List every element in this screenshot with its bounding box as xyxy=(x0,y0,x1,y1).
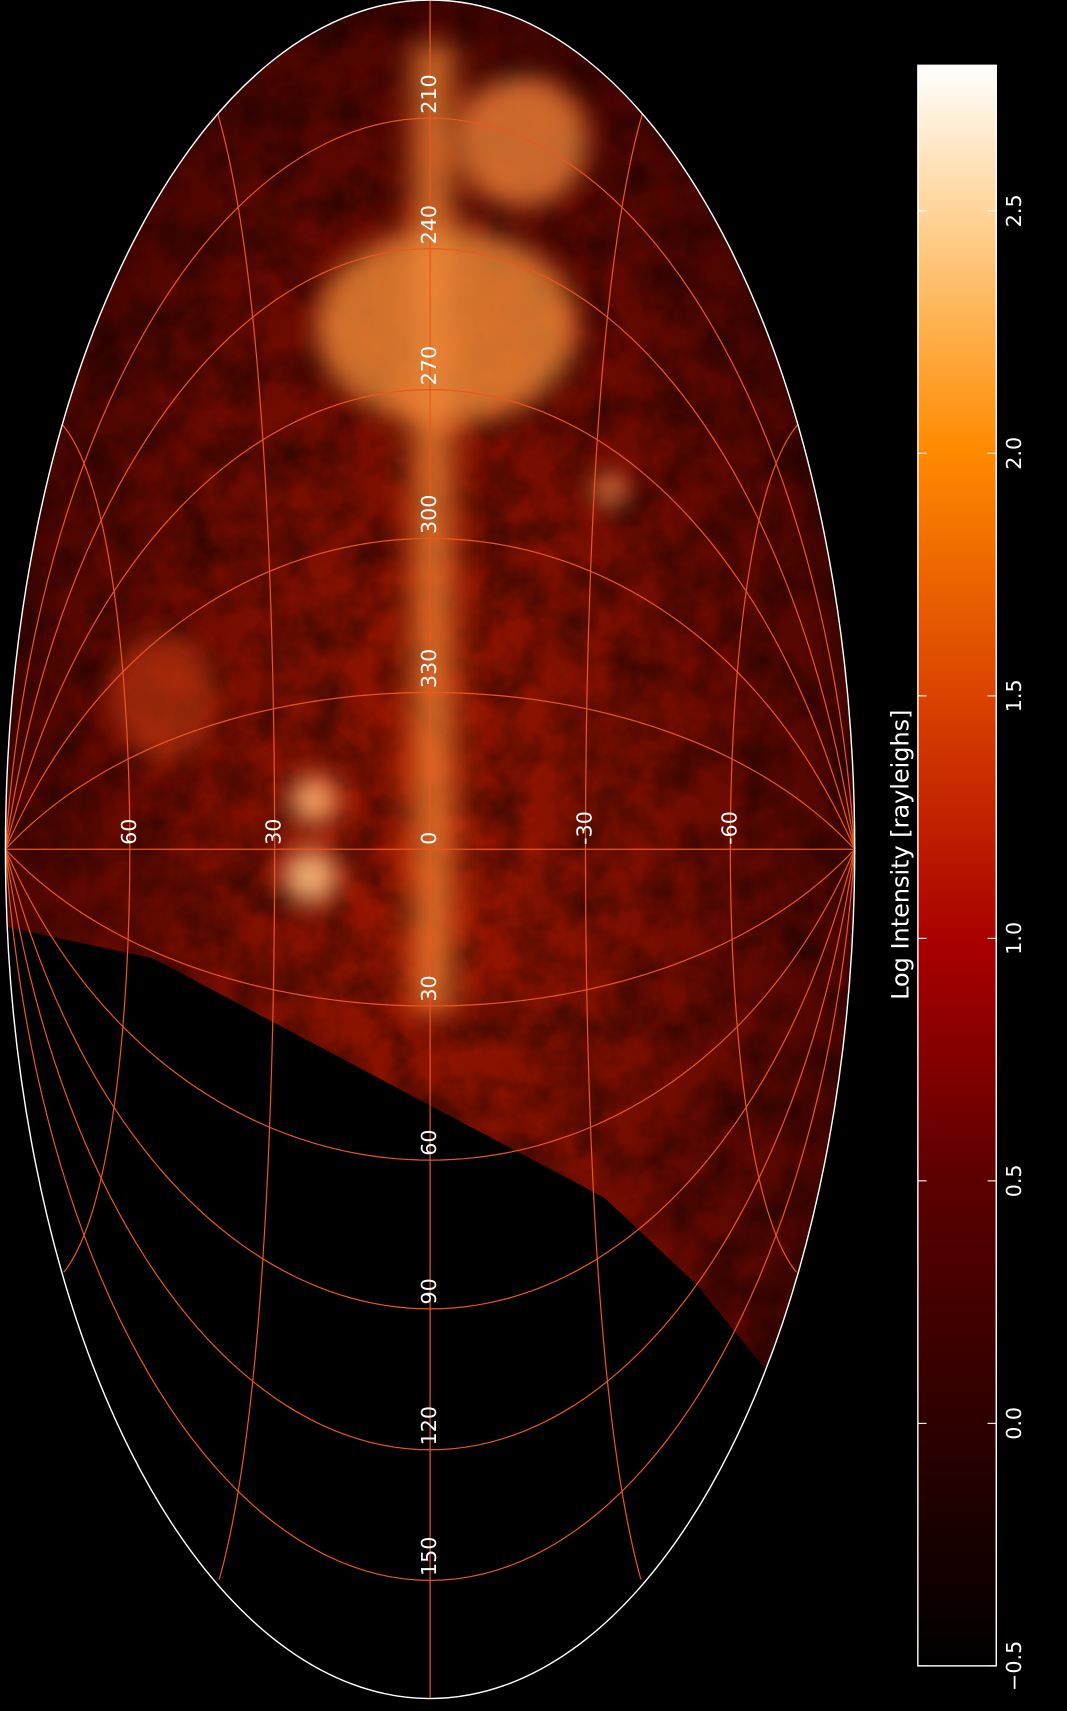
latitude-label: 60 xyxy=(117,819,141,845)
colorbar-tick-label: 1.5 xyxy=(1002,679,1026,712)
longitude-label: 60 xyxy=(417,1129,441,1155)
colorbar-tick-label: 2.5 xyxy=(1002,194,1026,227)
canvas: 210 240 270 300 330 0 30 60 90 120 150 60 30 -30 -60 −… xyxy=(0,0,1026,1707)
colorbar-tick-label: 2.0 xyxy=(1002,437,1026,470)
longitude-label: 120 xyxy=(417,1406,441,1445)
colorbar xyxy=(918,65,996,1666)
colorbar-tick-label: −0.5 xyxy=(1002,1641,1026,1691)
figure: 210 240 270 300 330 0 30 60 90 120 150 60 30 -30 -60 −… xyxy=(0,0,1067,1707)
colorbar-tick-label: 0.0 xyxy=(1002,1407,1026,1440)
colorbar-tick-label: 0.5 xyxy=(1002,1164,1026,1197)
latitude-label: -30 xyxy=(573,811,597,845)
longitude-label: 210 xyxy=(417,74,441,113)
longitude-label: 270 xyxy=(417,346,441,385)
colorbar-label: Log Intensity [rayleighs] xyxy=(887,710,915,1000)
longitude-label: 330 xyxy=(417,649,441,688)
longitude-label: 90 xyxy=(417,1278,441,1304)
longitude-label: 0 xyxy=(417,832,441,845)
longitude-label: 240 xyxy=(417,205,441,244)
latitude-label: -60 xyxy=(717,811,741,845)
page: {"map": {"longitude_labels": [210, 240, … xyxy=(0,0,1067,1707)
colorbar-tick-label: 1.0 xyxy=(1002,922,1026,955)
latitude-label: 30 xyxy=(262,819,286,845)
longitude-label: 150 xyxy=(417,1537,441,1576)
longitude-label: 300 xyxy=(417,495,441,534)
longitude-label: 30 xyxy=(417,975,441,1001)
